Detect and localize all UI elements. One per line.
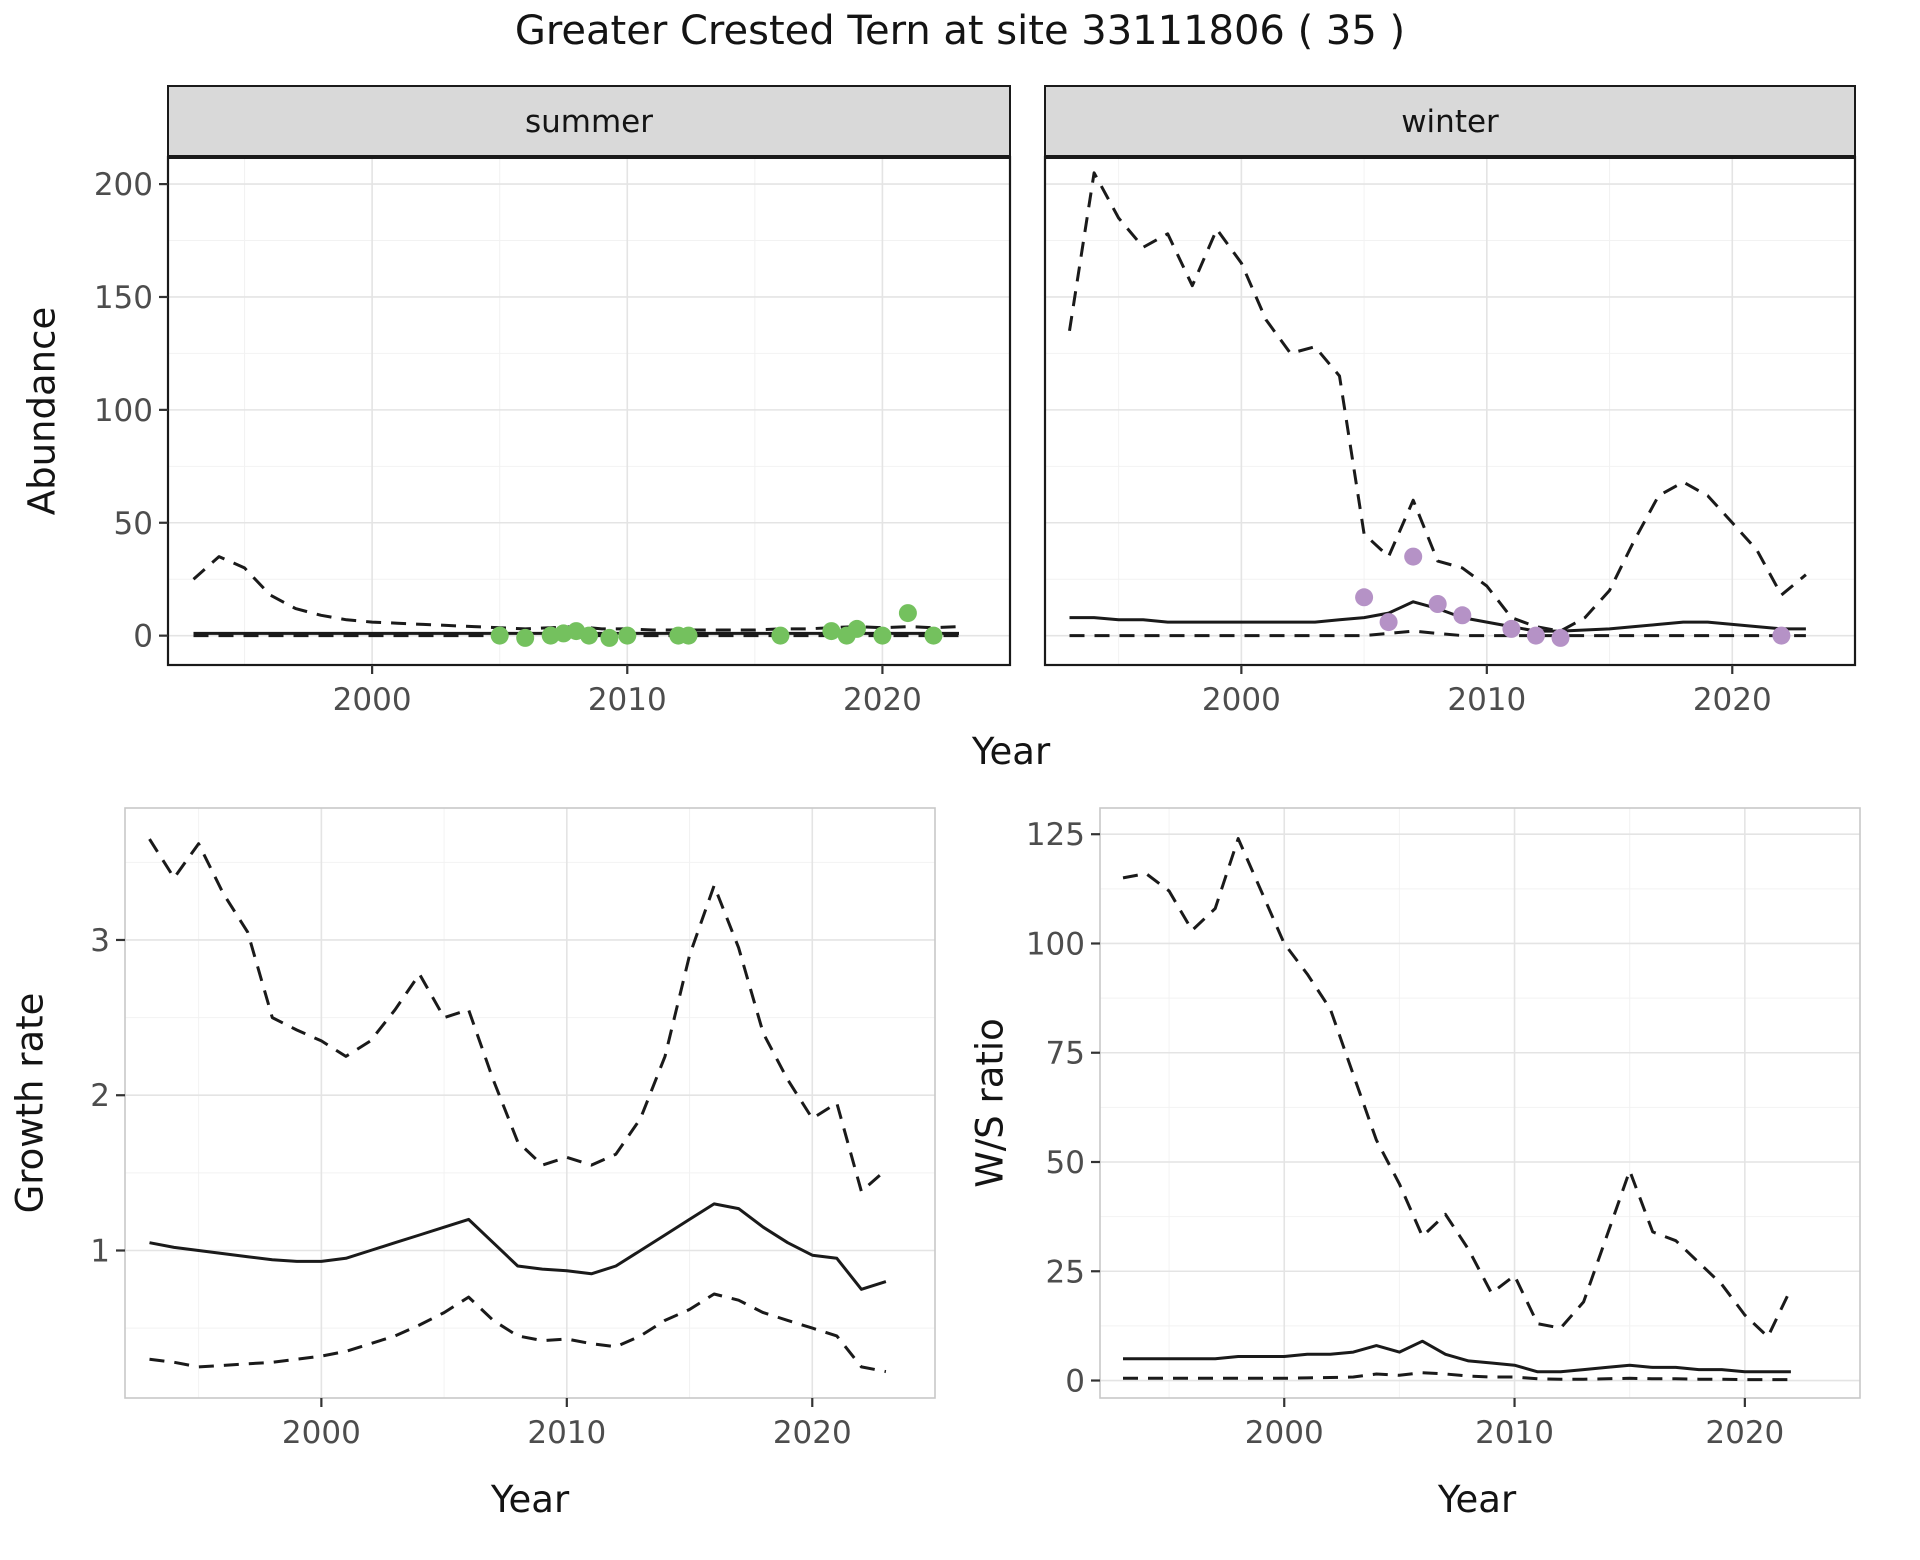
figure-title: Greater Crested Tern at site 33111806 ( … — [514, 8, 1406, 54]
svg-text:2000: 2000 — [1202, 682, 1281, 718]
growth-rate-axis-label: Growth rate — [8, 992, 52, 1214]
svg-text:200: 200 — [94, 167, 153, 203]
svg-text:2: 2 — [90, 1078, 110, 1114]
svg-text:1: 1 — [90, 1234, 110, 1270]
svg-text:0: 0 — [133, 619, 153, 655]
svg-text:2010: 2010 — [588, 682, 667, 718]
svg-text:50: 50 — [114, 506, 153, 542]
svg-text:25: 25 — [1046, 1254, 1085, 1290]
svg-text:2000: 2000 — [333, 682, 412, 718]
ws-year-axis-label: Year — [1437, 1478, 1517, 1521]
svg-text:75: 75 — [1046, 1036, 1085, 1072]
svg-text:2020: 2020 — [1693, 682, 1772, 718]
svg-text:2020: 2020 — [1705, 1415, 1784, 1451]
growth-rate-panel: 2000 2010 2020 1 2 3 — [90, 807, 936, 1451]
svg-text:2010: 2010 — [1475, 1415, 1554, 1451]
svg-text:100: 100 — [94, 393, 153, 429]
svg-text:2010: 2010 — [527, 1415, 606, 1451]
svg-text:125: 125 — [1026, 817, 1085, 853]
svg-text:150: 150 — [94, 280, 153, 316]
ws-ratio-axis-label: W/S ratio — [968, 1018, 1012, 1188]
svg-text:0: 0 — [1065, 1364, 1085, 1400]
winter-abundance-panel: 2000 2010 2020 winter — [1043, 85, 1857, 718]
svg-text:2000: 2000 — [1245, 1415, 1324, 1451]
svg-text:2020: 2020 — [773, 1415, 852, 1451]
svg-text:3: 3 — [90, 923, 110, 959]
summer-abundance-panel: 2000 2010 2020 0 50 100 150 200 summer — [94, 85, 1012, 718]
ws-ratio-panel: 2000 2010 2020 0 25 50 75 100 125 — [1026, 807, 1861, 1451]
svg-text:2020: 2020 — [843, 682, 922, 718]
svg-text:winter: winter — [1401, 104, 1499, 140]
top-year-axis-label: Year — [971, 730, 1051, 773]
growth-year-axis-label: Year — [490, 1478, 570, 1521]
svg-text:100: 100 — [1026, 926, 1085, 962]
svg-text:summer: summer — [525, 104, 653, 140]
svg-text:2010: 2010 — [1447, 682, 1526, 718]
abundance-axis-label: Abundance — [20, 306, 64, 516]
svg-text:50: 50 — [1046, 1145, 1085, 1181]
svg-text:2000: 2000 — [282, 1415, 361, 1451]
